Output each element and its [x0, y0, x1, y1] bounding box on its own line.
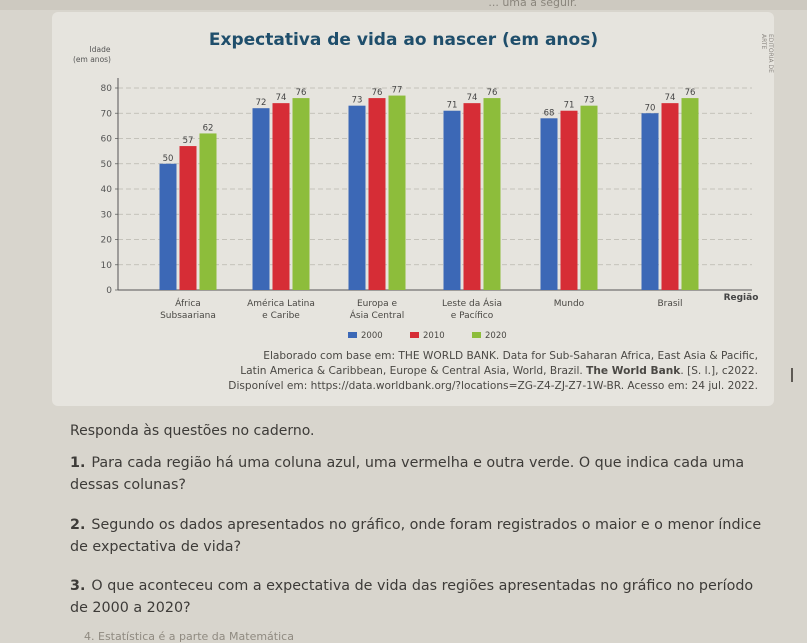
margin-mark [791, 368, 793, 382]
source-line-2: Latin America & Caribbean, Europe & Cent… [118, 364, 758, 379]
bar [272, 103, 290, 291]
data-label: 77 [392, 86, 403, 96]
x-tick-label-line2: e Pacífico [451, 311, 494, 321]
labels: 0 10 20 30 40 50 60 70 80 Idade(em anos) Região 50 5… [73, 45, 758, 321]
bar [252, 108, 270, 290]
data-label: 70 [645, 103, 656, 113]
data-label: 76 [487, 88, 498, 98]
y-tick-label: 80 [101, 84, 113, 94]
x-tick-label-line2: Subsaariana [160, 311, 216, 321]
x-tick-label: Europa e [357, 299, 397, 309]
question-2-number: 2. [70, 517, 86, 533]
data-label: 74 [467, 93, 478, 103]
data-label: 72 [256, 98, 267, 108]
question-2: 2. Segundo os dados apresentados no gráfi… [70, 514, 775, 558]
y-axis-label: Idade [90, 45, 111, 54]
x-tick-label-line2: Ásia Central [350, 309, 405, 321]
question-1-text: Para cada região há uma coluna azul, uma… [70, 455, 745, 493]
source-line-2c: . [S. l.], c2022. [680, 365, 758, 377]
x-tick-label: Leste da Ásia [442, 297, 502, 309]
question-3-number: 3. [70, 578, 86, 594]
data-label: 62 [203, 123, 214, 133]
data-label: 74 [665, 93, 676, 103]
data-label: 74 [276, 93, 287, 103]
bar [661, 103, 679, 291]
y-tick-label: 50 [101, 160, 113, 170]
y-tick-label: 20 [101, 236, 113, 246]
data-label: 68 [544, 108, 555, 118]
question-1: 1. Para cada região há uma coluna azul, u… [70, 452, 775, 496]
source-line-3: Disponível em: https://data.worldbank.or… [228, 380, 758, 392]
bar [483, 98, 501, 290]
bar [580, 105, 598, 290]
legend-label: 2000 [361, 331, 383, 341]
x-tick-label: Mundo [554, 299, 585, 309]
bars [159, 95, 699, 291]
chart-title: Expectativa de vida ao nascer (em anos) [208, 30, 599, 50]
data-label: 76 [685, 88, 696, 98]
x-tick-label: Brasil [657, 299, 682, 309]
question-3-text: O que aconteceu com a expectativa de vid… [70, 578, 754, 616]
bar [463, 103, 481, 291]
x-tick-label: África [175, 297, 201, 309]
bar [159, 163, 177, 290]
side-caption: EDITORIA DE ARTE [760, 34, 774, 73]
top-text-fragment: ... uma a seguir. [488, 0, 577, 9]
bar [681, 98, 699, 290]
bar [388, 95, 406, 290]
legend-label: 2010 [423, 331, 445, 341]
y-tick-label: 10 [101, 261, 113, 271]
question-3: 3. O que aconteceu com a expectativa de v… [70, 575, 775, 619]
y-tick-label: 40 [101, 185, 113, 195]
chart-source: Elaborado com base em: THE WORLD BANK. D… [118, 349, 758, 394]
legend: 2000 2010 2020 [348, 331, 507, 341]
bar [368, 98, 386, 290]
data-label: 73 [352, 96, 363, 106]
bar [560, 110, 578, 290]
bar [179, 146, 197, 290]
legend-swatch [472, 332, 481, 338]
bar [199, 133, 217, 290]
data-label: 57 [183, 136, 194, 146]
source-line-2a: Latin America & Caribbean, Europe & Cent… [240, 365, 587, 377]
y-tick-label: 0 [106, 286, 112, 296]
legend-swatch [410, 332, 419, 338]
data-label: 73 [584, 96, 595, 106]
y-tick-label: 60 [101, 135, 113, 145]
question-1-number: 1. [70, 455, 86, 471]
x-axis-label: Região [724, 293, 759, 303]
data-label: 71 [447, 101, 458, 111]
data-label: 50 [163, 154, 174, 164]
bar-chart: 0 10 20 30 40 50 60 70 80 Idade(em anos) Região 50 5… [73, 45, 758, 341]
y-tick-label: 70 [101, 109, 113, 119]
data-label: 76 [372, 88, 383, 98]
legend-label: 2020 [485, 331, 507, 341]
bar [540, 118, 558, 290]
legend-swatch [348, 332, 357, 338]
bar [443, 110, 461, 290]
instructions: Responda às questões no caderno. [70, 423, 315, 439]
data-label: 71 [564, 101, 575, 111]
bar [348, 105, 366, 290]
page-top-edge [0, 0, 807, 10]
y-tick-label: 30 [101, 210, 113, 220]
data-label: 76 [296, 88, 307, 98]
source-line-1: Elaborado com base em: THE WORLD BANK. D… [263, 350, 758, 362]
bar [641, 113, 659, 290]
question-2-text: Segundo os dados apresentados no gráfico… [70, 517, 762, 555]
y-axis-label-unit: (em anos) [73, 55, 111, 64]
bottom-text-fragment: 4. Estatística é a parte da Matemática [84, 630, 294, 643]
x-tick-label-line2: e Caribe [262, 311, 300, 321]
x-tick-label: América Latina [247, 298, 315, 309]
bar [292, 98, 310, 290]
source-publisher: The World Bank [586, 365, 681, 377]
